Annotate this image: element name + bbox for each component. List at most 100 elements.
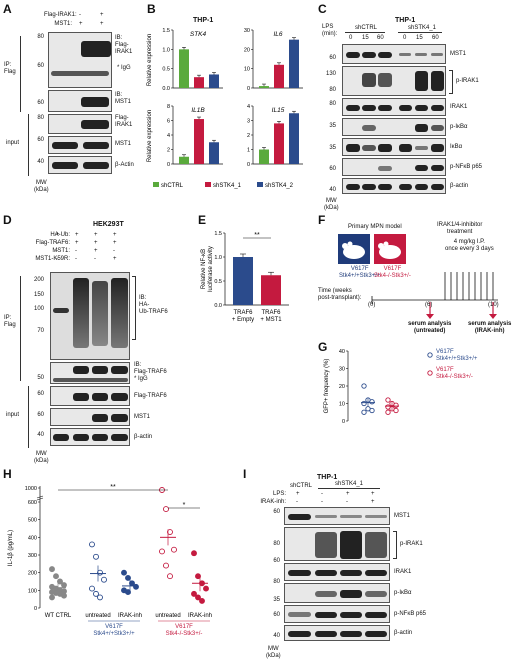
e-category: TRAF6 + MST1	[260, 310, 282, 323]
h-group-label: untreated	[155, 613, 180, 619]
i-blot-pnfkb	[284, 605, 390, 623]
i-label-pnfkb: p-NFκB p65	[394, 611, 427, 617]
d-title: HEK293T	[93, 221, 124, 228]
b-ytick: 30	[244, 28, 250, 34]
sign-cell: -	[56, 240, 58, 246]
i-label-irak1: IRAK1	[394, 569, 412, 575]
f-analysis1: serum analysis (untreated)	[408, 321, 452, 334]
g-point	[361, 409, 367, 415]
i-blot-pirak1	[284, 527, 390, 561]
e-sig: **	[254, 232, 260, 239]
i-label-mst1: MST1	[394, 513, 411, 519]
h-point	[203, 585, 209, 592]
a-row-flag-irak1: Flag-IRAK1:	[44, 12, 77, 18]
h-point	[121, 569, 127, 576]
b-gene-title: STK4	[190, 31, 207, 38]
b-title: THP-1	[193, 17, 214, 24]
a-blot-ip-irak1	[48, 32, 112, 88]
h-group-label: IRAK-inh	[118, 613, 142, 619]
a-blot-input-actin	[48, 156, 112, 174]
d-in-actin: β-actin	[134, 434, 153, 440]
h-point	[195, 573, 201, 580]
g-ylabel: GFP+ frequency (%)	[324, 359, 330, 414]
h-point	[57, 578, 63, 585]
b-ytick: 0.5	[162, 67, 170, 73]
sign-cell: -	[321, 491, 323, 497]
d-blot-in-mst1	[50, 408, 130, 426]
sign-cell: -	[296, 499, 298, 505]
h-point	[171, 546, 177, 553]
h-point	[49, 594, 55, 601]
h-point	[93, 553, 99, 560]
f-model: Primary MPN model	[348, 224, 402, 230]
a-input-label: input	[6, 140, 20, 146]
h-point	[163, 562, 169, 569]
g-point	[393, 402, 399, 408]
f-analysis2: serum analysis (IRAK-inh)	[468, 321, 512, 334]
a-sign: +	[79, 21, 83, 27]
b-bar	[274, 123, 284, 164]
a-blot-input-mst1	[48, 136, 112, 154]
g-ytick: 40	[339, 349, 345, 355]
b-chart-2: 0 2 4 6 8 IL1B	[167, 104, 223, 168]
e-category: TRAF6 + Empty	[232, 310, 254, 323]
d-blot-in-traf6	[50, 386, 130, 406]
g-chart: 0 10 20 30 40 GFP+ frequency (%) V617F Stk4+/+S…	[324, 349, 478, 425]
b-ylabel: Relative expression	[147, 110, 153, 162]
h-ytick: 100	[28, 588, 37, 594]
f-mouse2: V617F Stk4-/-Stk3+/-	[374, 266, 411, 279]
a-ip-label: IP: Flag	[4, 62, 16, 75]
b-bar	[179, 156, 189, 164]
panel-label-h: H	[3, 467, 12, 481]
sign-cell: +	[94, 248, 98, 254]
sign-cell: +	[94, 240, 98, 246]
sign-cell: +	[113, 240, 117, 246]
h-ytick: 300	[28, 553, 37, 559]
b-legend-label: shSTK4_2	[265, 183, 294, 189]
panel-label-e: E	[198, 213, 207, 227]
g-ytick: 10	[339, 402, 345, 408]
h-group-label: WT CTRL	[45, 613, 72, 619]
g-legend-marker	[427, 352, 433, 358]
b-ylabel: Relative expression	[147, 34, 153, 86]
f-dose: 4 mg/kg I.P. once every 3 days	[445, 239, 494, 252]
b-ytick: 3	[247, 119, 250, 125]
a-in-flag-irak1: Flag- IRAK1	[115, 115, 133, 128]
sign-cell: -	[56, 256, 58, 262]
b-gene-title: IL15	[272, 107, 285, 114]
c-group-shctrl: shCTRL	[355, 25, 378, 31]
sign-cell: +	[94, 232, 98, 238]
c-label-ikba: IκBα	[450, 144, 463, 150]
b-bar	[289, 113, 299, 164]
c-label-pirak1: p-IRAK1	[456, 78, 479, 84]
sign-cell: -	[113, 248, 115, 254]
c-blot-pnfkb	[342, 158, 446, 176]
c-blot-ikba	[342, 138, 446, 156]
b-ytick: 4	[247, 104, 250, 110]
a-blot-ip-mst1	[48, 90, 112, 112]
a-ib-flag-irak1: IB: Flag- IRAK1	[115, 35, 133, 55]
b-ytick: 0.0	[162, 86, 170, 92]
i-label-actin: β-actin	[394, 630, 413, 636]
i-label-pikba: p-IκBα	[394, 590, 412, 596]
h-ytick: 600	[28, 500, 37, 506]
h-point	[159, 548, 165, 555]
c-title: THP-1	[395, 17, 416, 24]
a-row-mst1: MST1:	[54, 21, 72, 27]
sign-cell: -	[56, 248, 58, 254]
f-time-label: Time (weeks post-transplant):	[318, 288, 362, 301]
b-bar	[259, 86, 269, 88]
b-chart-1: 0 10 20 30 IL6	[244, 28, 303, 92]
b-legend-swatch	[257, 182, 263, 187]
sign-cell: +	[346, 491, 350, 497]
a-mw-label: MW (kDa)	[34, 180, 49, 193]
sign-cell: +	[75, 240, 79, 246]
sign-cell: -	[321, 499, 323, 505]
c-label-irak1: IRAK1	[450, 104, 468, 110]
h-point	[191, 550, 197, 557]
h-point	[191, 590, 197, 597]
b-bar	[289, 39, 299, 88]
b-charts: 0.0 0.5 1.0 1.5 STK4 0 10 20 30 IL6 0 2 4 6 8 IL1B 0 1 2 3 4…	[147, 28, 303, 189]
h-sig1: **	[110, 484, 116, 491]
b-ytick: 2	[167, 148, 170, 154]
